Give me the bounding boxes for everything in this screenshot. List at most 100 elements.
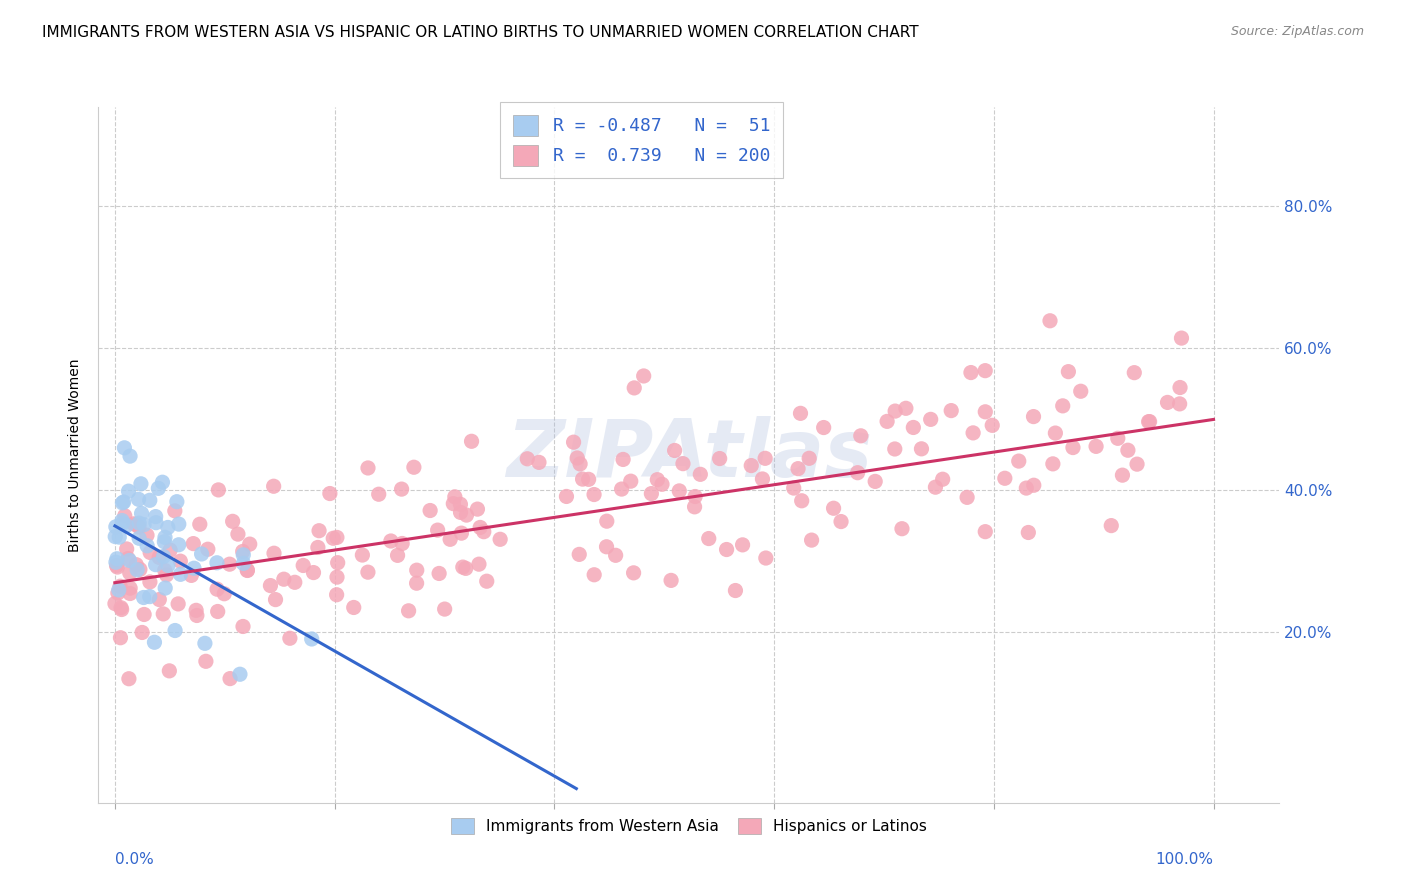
Point [357, 565, 380, 579]
Point [1008, 454, 1031, 468]
Point [596, 514, 619, 528]
Point [152, 607, 174, 621]
Point [212, 587, 235, 601]
Point [367, 487, 389, 501]
Point [263, 479, 285, 493]
Point [799, 451, 821, 466]
Point [152, 475, 174, 490]
Point [1099, 518, 1122, 533]
Point [612, 452, 634, 467]
Point [197, 542, 219, 557]
Point [449, 497, 471, 511]
Point [184, 603, 207, 617]
Point [1045, 426, 1067, 441]
Point [145, 516, 167, 530]
Point [131, 625, 153, 640]
Point [651, 477, 673, 491]
Point [605, 549, 627, 563]
Point [221, 514, 243, 528]
Point [108, 530, 131, 544]
Point [450, 526, 472, 541]
Point [153, 534, 176, 549]
Point [352, 548, 374, 562]
Point [136, 528, 159, 542]
Point [1107, 431, 1129, 445]
Point [683, 500, 706, 514]
Point [128, 562, 150, 576]
Point [325, 588, 347, 602]
Point [194, 654, 217, 668]
Point [120, 586, 142, 600]
Point [236, 563, 259, 577]
Point [263, 546, 285, 560]
Point [232, 544, 254, 558]
Point [110, 600, 132, 615]
Point [145, 509, 167, 524]
Point [960, 366, 983, 380]
Point [326, 570, 349, 584]
Point [863, 475, 886, 489]
Point [974, 405, 997, 419]
Point [633, 368, 655, 383]
Point [931, 472, 953, 486]
Point [567, 450, 589, 465]
Point [117, 551, 139, 566]
Point [105, 558, 128, 573]
Point [114, 508, 136, 523]
Point [1156, 395, 1178, 409]
Point [128, 492, 150, 507]
Point [1123, 366, 1146, 380]
Point [125, 517, 148, 532]
Point [343, 600, 366, 615]
Point [1170, 331, 1192, 345]
Point [153, 581, 176, 595]
Point [623, 566, 645, 580]
Point [595, 540, 617, 554]
Point [207, 605, 229, 619]
Point [326, 531, 349, 545]
Point [159, 543, 181, 558]
Point [439, 533, 461, 547]
Point [830, 515, 852, 529]
Point [555, 490, 578, 504]
Point [664, 443, 686, 458]
Point [709, 451, 731, 466]
Point [166, 494, 188, 508]
Point [454, 561, 477, 575]
Point [568, 548, 591, 562]
Point [153, 563, 176, 577]
Point [107, 586, 129, 600]
Point [849, 429, 872, 443]
Point [169, 554, 191, 568]
Point [846, 466, 869, 480]
Point [402, 460, 425, 475]
Point [167, 538, 190, 552]
Point [194, 636, 217, 650]
Point [640, 486, 662, 500]
Point [659, 574, 682, 588]
Point [181, 536, 204, 550]
Point [924, 480, 946, 494]
Point [783, 481, 806, 495]
Point [108, 579, 131, 593]
Point [610, 482, 633, 496]
Point [153, 530, 176, 544]
Point [163, 504, 186, 518]
Point [974, 364, 997, 378]
Point [112, 495, 135, 509]
Point [236, 564, 259, 578]
Point [647, 473, 669, 487]
Point [468, 557, 491, 571]
Point [1039, 314, 1062, 328]
Point [583, 567, 606, 582]
Point [740, 458, 762, 473]
Point [910, 442, 932, 456]
Point [117, 484, 139, 499]
Point [1126, 457, 1149, 471]
Point [118, 672, 141, 686]
Text: 100.0%: 100.0% [1156, 852, 1213, 866]
Point [1111, 468, 1133, 483]
Point [583, 487, 606, 501]
Point [789, 406, 811, 420]
Point [188, 517, 211, 532]
